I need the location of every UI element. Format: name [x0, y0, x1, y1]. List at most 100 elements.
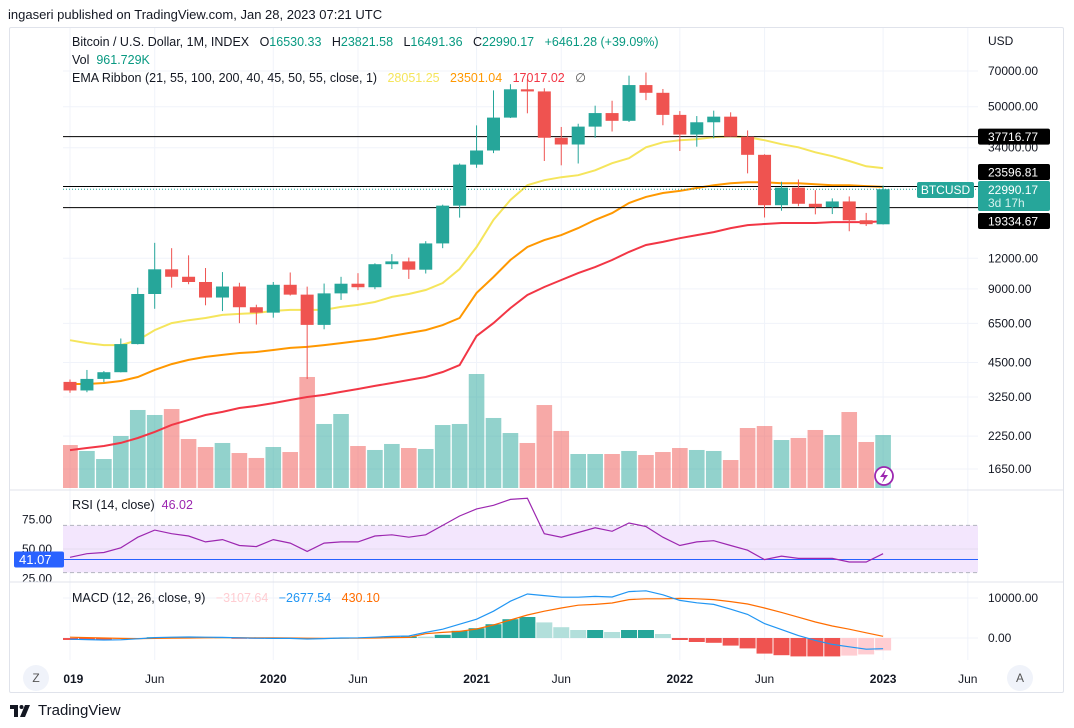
price-line-badge[interactable] — [978, 213, 1050, 229]
volume-bar — [248, 457, 265, 488]
price-line-badge[interactable] — [978, 164, 1050, 180]
macd-histogram-bar — [95, 638, 112, 640]
candle-body[interactable] — [571, 126, 585, 145]
macd-histogram-value: −3107.64 — [215, 591, 269, 605]
symbol-name[interactable]: Bitcoin / U.S. Dollar, 1M, INDEX — [72, 35, 250, 49]
candle-body[interactable] — [419, 243, 433, 270]
time-axis[interactable]: 2019 Jun 2020 Jun 2021 Jun 2022 Jun 2023 Jun — [57, 672, 978, 686]
candle-body[interactable] — [368, 264, 382, 288]
volume-bar — [485, 417, 502, 488]
candle-body[interactable] — [300, 294, 314, 325]
macd-histogram-bar — [587, 630, 604, 638]
time-tick-label: 2023 — [870, 672, 897, 686]
time-tick-label: 2020 — [260, 672, 287, 686]
price-line-badge[interactable] — [978, 128, 1050, 145]
ema-ribbon-label: EMA Ribbon (21, 55, 100, 200, 40, 45, 50… — [72, 71, 378, 85]
candle-body[interactable] — [537, 91, 551, 138]
tradingview-logo[interactable]: TradingView — [10, 702, 121, 719]
volume-bar — [688, 449, 705, 488]
volume-bar — [282, 452, 299, 488]
chart-frame — [9, 27, 1064, 693]
candle-body[interactable] — [741, 136, 755, 155]
price-tick-label: 50000.00 — [988, 100, 1038, 114]
candle-body[interactable] — [249, 307, 263, 313]
volume-legend[interactable]: Vol 961.729K — [72, 53, 150, 67]
volume-bar — [468, 374, 485, 488]
candle-body[interactable] — [707, 116, 721, 123]
last-price-value: 22990.17 — [988, 183, 1038, 197]
candle-body[interactable] — [690, 122, 704, 135]
ema-ribbon-legend[interactable]: EMA Ribbon (21, 55, 100, 200, 40, 45, 50… — [72, 70, 586, 85]
price-line-badge-label: 19334.67 — [988, 215, 1038, 229]
macd-histogram-bar — [604, 632, 621, 638]
volume-bar — [705, 450, 722, 488]
candle-body[interactable] — [131, 293, 145, 345]
candle-body[interactable] — [351, 283, 365, 288]
rsi-legend[interactable]: RSI (14, close) 46.02 — [72, 498, 193, 512]
candle-body[interactable] — [165, 269, 179, 277]
candle-body[interactable] — [215, 286, 229, 298]
candle-body[interactable] — [622, 85, 636, 121]
candle-body[interactable] — [673, 114, 687, 135]
volume-bar — [536, 405, 553, 488]
volume-bar — [553, 430, 570, 488]
candle-body[interactable] — [656, 92, 670, 115]
close-label: C — [472, 35, 482, 49]
candle-body[interactable] — [842, 201, 856, 221]
candle-body[interactable] — [334, 283, 348, 294]
candle-body[interactable] — [402, 261, 416, 270]
candle-body[interactable] — [487, 117, 500, 151]
time-tick-label: Jun — [348, 672, 367, 686]
candle-body[interactable] — [97, 372, 111, 379]
volume-bar — [401, 448, 417, 488]
macd-label: MACD (12, 26, close, 9) — [72, 591, 206, 605]
price-axis[interactable]: 70000.0050000.0034000.0012000.009000.006… — [874, 64, 1050, 486]
candle-body[interactable] — [283, 284, 297, 295]
candle-body[interactable] — [724, 116, 738, 137]
candle-body[interactable] — [80, 378, 94, 391]
candle-body[interactable] — [453, 164, 467, 206]
candle-body[interactable] — [317, 293, 331, 325]
candle-body[interactable] — [182, 276, 196, 282]
macd-tick-label: 10000.00 — [988, 591, 1038, 605]
open-value: 16530.33 — [269, 35, 322, 49]
time-tick-label: Jun — [145, 672, 164, 686]
candle-body[interactable] — [520, 89, 534, 92]
candle-body[interactable] — [791, 187, 805, 204]
volume-bar — [824, 434, 841, 488]
candle-body[interactable] — [859, 220, 873, 225]
macd-histogram-bar — [824, 638, 841, 657]
volume-bar — [858, 441, 874, 488]
price-tick-label: 6500.00 — [988, 316, 1032, 330]
macd-legend[interactable]: MACD (12, 26, close, 9) −3107.64 −2677.5… — [72, 591, 380, 605]
candle-body[interactable] — [825, 201, 839, 208]
candle-body[interactable] — [470, 150, 484, 165]
candle-body[interactable] — [554, 137, 568, 145]
volume-bar — [841, 412, 858, 488]
macd-histogram-bar — [570, 630, 587, 638]
volume-bar — [621, 450, 637, 488]
candle-body[interactable] — [385, 261, 399, 265]
candle-body[interactable] — [199, 281, 213, 298]
candle-body[interactable] — [63, 381, 77, 391]
candle-body[interactable] — [808, 203, 822, 208]
candle-body[interactable] — [232, 286, 246, 308]
candle-body[interactable] — [876, 189, 890, 225]
candle-body[interactable] — [605, 113, 619, 121]
candle-body[interactable] — [503, 89, 517, 118]
candle-body[interactable] — [436, 205, 450, 244]
candle-body[interactable] — [266, 284, 280, 313]
ema100-line — [69, 220, 884, 452]
candle-body[interactable] — [148, 269, 162, 294]
timezone-button[interactable]: Z — [23, 665, 49, 691]
auto-scale-button[interactable]: A — [1007, 665, 1033, 691]
macd-histogram-bar — [671, 638, 688, 640]
candle-body[interactable] — [774, 187, 788, 206]
candle-body[interactable] — [639, 85, 653, 93]
macd-signal-value: 430.10 — [341, 591, 380, 605]
candle-body[interactable] — [114, 344, 128, 373]
candle-body[interactable] — [758, 154, 772, 206]
candle-body[interactable] — [588, 113, 602, 127]
low-value: 16491.36 — [410, 35, 463, 49]
